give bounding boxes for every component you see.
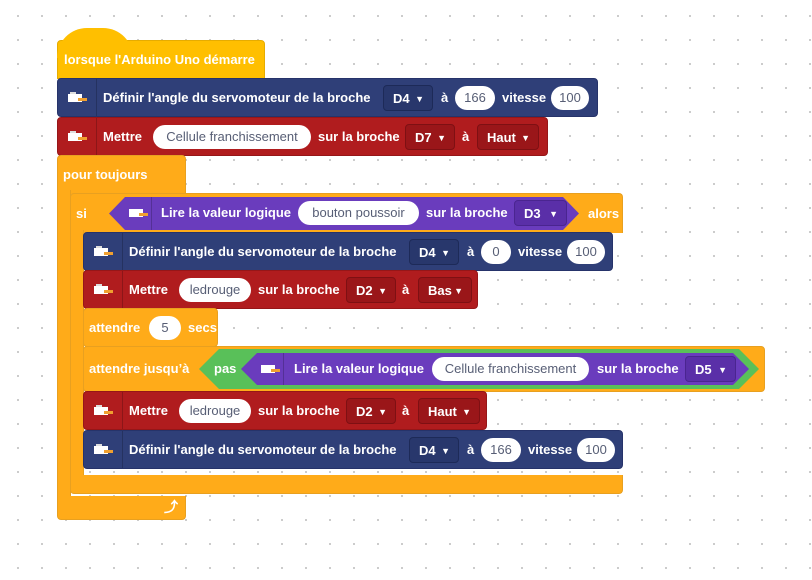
forever-block[interactable]: pour toujours	[57, 155, 186, 194]
arduino-board-icon	[253, 353, 284, 385]
if-bottom	[70, 475, 623, 494]
seconds-input[interactable]: 5	[149, 316, 181, 340]
angle-input[interactable]: 166	[481, 438, 521, 462]
set-pin-block[interactable]: Mettre ledrouge sur la broche D2 à Haut	[83, 391, 487, 430]
if-arm	[70, 230, 84, 478]
speed-input[interactable]: 100	[551, 86, 589, 110]
block-label: sur la broche	[426, 205, 508, 220]
block-label: à	[467, 244, 475, 259]
block-label: sur la broche	[597, 361, 679, 376]
speed-input[interactable]: 100	[567, 240, 605, 264]
block-label: attendre jusqu’à	[89, 361, 190, 376]
if-block[interactable]: si Lire la valeur logique bouton poussoi…	[70, 193, 623, 233]
wait-block[interactable]: attendre 5 secs	[83, 308, 218, 347]
block-label: vitesse	[518, 244, 563, 259]
set-pin-block[interactable]: Mettre ledrouge sur la broche D2 à Bas	[83, 270, 478, 309]
arduino-board-icon	[84, 271, 123, 308]
wait-until-block[interactable]: attendre jusqu’à pas Lire la valeur logi…	[83, 346, 765, 392]
loop-arrow-icon: ⤴	[164, 499, 178, 515]
block-label: Définir l'angle du servomoteur de la bro…	[129, 244, 397, 259]
block-label: Mettre	[129, 282, 169, 297]
arduino-board-icon	[58, 118, 97, 155]
pin-dropdown[interactable]: D4	[383, 85, 433, 112]
hat-label: lorsque l'Arduino Uno démarre	[64, 52, 255, 67]
block-label: à	[467, 442, 475, 457]
servo-angle-block[interactable]: Définir l'angle du servomoteur de la bro…	[83, 232, 613, 271]
block-label: Définir l'angle du servomoteur de la bro…	[103, 90, 371, 105]
when-arduino-starts-block[interactable]: lorsque l'Arduino Uno démarre	[57, 28, 265, 79]
block-label: vitesse	[502, 90, 547, 105]
set-pin-block[interactable]: Mettre Cellule franchissement sur la bro…	[57, 117, 548, 156]
name-input[interactable]: Cellule franchissement	[432, 357, 589, 381]
arduino-board-icon	[58, 79, 97, 116]
pin-dropdown[interactable]: D5	[685, 356, 736, 382]
block-label: Mettre	[129, 403, 169, 418]
block-label: attendre	[89, 320, 141, 335]
block-label: à	[402, 403, 410, 418]
state-dropdown[interactable]: Haut	[477, 124, 539, 151]
arduino-board-icon	[121, 197, 152, 230]
block-label: à	[441, 90, 449, 105]
pin-dropdown[interactable]: D3	[514, 200, 567, 226]
servo-angle-block[interactable]: Définir l'angle du servomoteur de la bro…	[57, 78, 598, 117]
block-label: Lire la valeur logique	[294, 361, 425, 376]
angle-input[interactable]: 0	[481, 240, 511, 264]
block-label: sur la broche	[258, 403, 340, 418]
block-label: pour toujours	[63, 167, 148, 182]
state-dropdown[interactable]: Bas	[418, 277, 472, 304]
block-label: à	[402, 282, 410, 297]
forever-bottom: ⤴	[57, 496, 186, 520]
servo-angle-block[interactable]: Définir l'angle du servomoteur de la bro…	[83, 430, 623, 469]
block-label: alors	[588, 206, 620, 221]
state-dropdown[interactable]: Haut	[418, 398, 480, 425]
name-input[interactable]: bouton poussoir	[298, 201, 419, 225]
block-label: à	[462, 129, 470, 144]
pin-dropdown[interactable]: D7	[405, 124, 455, 151]
read-digital-condition[interactable]: Lire la valeur logique bouton poussoir s…	[109, 197, 579, 230]
pin-dropdown[interactable]: D2	[346, 277, 396, 304]
forever-arm	[57, 190, 71, 500]
pin-dropdown[interactable]: D4	[409, 437, 459, 464]
block-label: Lire la valeur logique	[161, 205, 292, 220]
block-label: pas	[214, 361, 237, 376]
block-label: si	[76, 206, 87, 221]
arduino-board-icon	[84, 233, 123, 270]
block-label: secs	[188, 320, 217, 335]
name-input[interactable]: ledrouge	[179, 399, 251, 423]
arduino-board-icon	[84, 431, 123, 468]
block-label: sur la broche	[258, 282, 340, 297]
name-input[interactable]: Cellule franchissement	[153, 125, 311, 149]
pin-dropdown[interactable]: D2	[346, 398, 396, 425]
read-digital-condition[interactable]: Lire la valeur logique Cellule franchiss…	[241, 353, 749, 385]
block-label: sur la broche	[318, 129, 400, 144]
pin-dropdown[interactable]: D4	[409, 239, 459, 266]
arduino-board-icon	[84, 392, 123, 429]
block-label: Mettre	[103, 129, 143, 144]
not-operator[interactable]: pas Lire la valeur logique Cellule franc…	[199, 349, 759, 389]
speed-input[interactable]: 100	[577, 438, 615, 462]
angle-input[interactable]: 166	[455, 86, 495, 110]
block-label: vitesse	[528, 442, 573, 457]
name-input[interactable]: ledrouge	[179, 278, 251, 302]
block-label: Définir l'angle du servomoteur de la bro…	[129, 442, 397, 457]
